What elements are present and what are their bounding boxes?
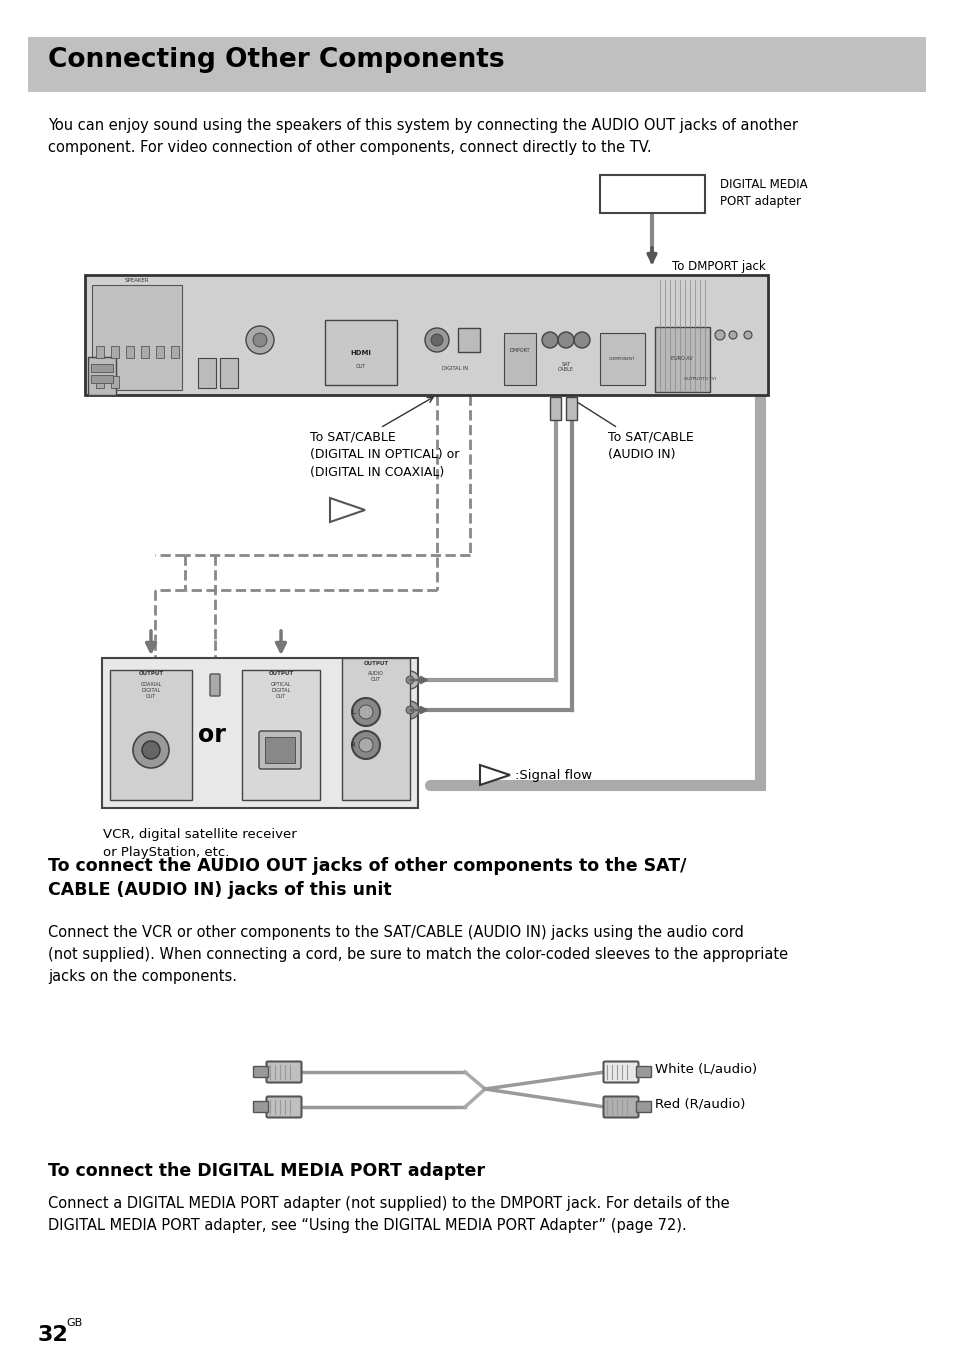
FancyBboxPatch shape <box>156 346 164 358</box>
Text: Connecting Other Components: Connecting Other Components <box>48 47 504 73</box>
FancyBboxPatch shape <box>253 1102 268 1113</box>
Polygon shape <box>330 498 365 522</box>
Circle shape <box>431 334 442 346</box>
FancyBboxPatch shape <box>210 675 220 696</box>
FancyBboxPatch shape <box>603 1096 638 1118</box>
Text: SPEAKER: SPEAKER <box>125 279 149 283</box>
FancyBboxPatch shape <box>102 658 417 808</box>
Text: DIGITAL MEDIA
PORT adapter: DIGITAL MEDIA PORT adapter <box>720 178 807 208</box>
FancyBboxPatch shape <box>220 358 237 388</box>
Text: DMPORT: DMPORT <box>509 347 530 353</box>
Text: COMPONENT: COMPONENT <box>608 357 635 361</box>
Text: OPTICAL
DIGITAL
OUT: OPTICAL DIGITAL OUT <box>271 681 291 699</box>
Text: To connect the DIGITAL MEDIA PORT adapter: To connect the DIGITAL MEDIA PORT adapte… <box>48 1161 484 1180</box>
FancyBboxPatch shape <box>503 333 536 385</box>
Text: GB: GB <box>66 1318 82 1328</box>
FancyBboxPatch shape <box>341 658 410 800</box>
FancyBboxPatch shape <box>28 37 925 92</box>
Circle shape <box>352 731 379 758</box>
FancyBboxPatch shape <box>91 364 112 372</box>
Circle shape <box>541 333 558 347</box>
Circle shape <box>574 333 589 347</box>
Text: Red (R/audio): Red (R/audio) <box>655 1098 744 1110</box>
Circle shape <box>558 333 574 347</box>
Text: To DMPORT jack: To DMPORT jack <box>671 260 765 273</box>
FancyBboxPatch shape <box>96 376 104 388</box>
FancyBboxPatch shape <box>636 1067 651 1078</box>
Text: :Signal flow: :Signal flow <box>515 768 592 781</box>
Text: 32: 32 <box>38 1325 69 1345</box>
Circle shape <box>358 704 373 719</box>
Circle shape <box>714 330 724 339</box>
Text: DIGITAL IN: DIGITAL IN <box>441 366 468 370</box>
FancyBboxPatch shape <box>141 346 149 358</box>
Text: To SAT/CABLE
(AUDIO IN): To SAT/CABLE (AUDIO IN) <box>607 430 693 461</box>
Text: Connect the VCR or other components to the SAT/CABLE (AUDIO IN) jacks using the : Connect the VCR or other components to t… <box>48 925 787 984</box>
Circle shape <box>743 331 751 339</box>
Text: OUTPUT: OUTPUT <box>138 671 163 676</box>
Circle shape <box>400 671 418 690</box>
Text: White (L/audio): White (L/audio) <box>655 1063 757 1075</box>
Circle shape <box>358 738 373 752</box>
Circle shape <box>424 329 449 352</box>
FancyBboxPatch shape <box>566 397 577 420</box>
FancyBboxPatch shape <box>599 174 704 214</box>
Circle shape <box>352 698 379 726</box>
Text: EURO AV: EURO AV <box>670 356 692 361</box>
Text: VCR, digital satellite receiver
or PlayStation, etc.: VCR, digital satellite receiver or PlayS… <box>103 827 296 859</box>
Text: HDMI: HDMI <box>350 350 371 356</box>
Circle shape <box>253 333 267 347</box>
FancyBboxPatch shape <box>96 346 104 358</box>
Circle shape <box>246 326 274 354</box>
Circle shape <box>406 676 414 684</box>
Text: L: L <box>351 708 355 715</box>
FancyBboxPatch shape <box>266 1061 301 1083</box>
Text: R: R <box>351 742 355 748</box>
Text: OUTPUT: OUTPUT <box>268 671 294 676</box>
FancyBboxPatch shape <box>253 1067 268 1078</box>
Polygon shape <box>479 765 510 786</box>
Text: COAXIAL
DIGITAL
OUT: COAXIAL DIGITAL OUT <box>140 681 161 699</box>
FancyBboxPatch shape <box>266 1096 301 1118</box>
FancyBboxPatch shape <box>265 737 294 763</box>
FancyBboxPatch shape <box>111 346 119 358</box>
FancyBboxPatch shape <box>198 358 215 388</box>
Text: OUTPUT: OUTPUT <box>363 661 388 667</box>
FancyBboxPatch shape <box>126 346 133 358</box>
Text: AUDIO
OUT: AUDIO OUT <box>368 671 383 681</box>
Circle shape <box>728 331 737 339</box>
FancyBboxPatch shape <box>91 375 112 383</box>
Circle shape <box>400 700 418 719</box>
FancyBboxPatch shape <box>599 333 644 385</box>
FancyBboxPatch shape <box>636 1102 651 1113</box>
FancyBboxPatch shape <box>150 675 160 696</box>
FancyBboxPatch shape <box>325 320 396 385</box>
FancyBboxPatch shape <box>110 671 192 800</box>
FancyBboxPatch shape <box>603 1061 638 1083</box>
Text: To connect the AUDIO OUT jacks of other components to the SAT/
CABLE (AUDIO IN) : To connect the AUDIO OUT jacks of other … <box>48 857 686 899</box>
Text: OUT: OUT <box>355 364 366 369</box>
FancyBboxPatch shape <box>550 397 561 420</box>
Circle shape <box>406 706 414 714</box>
FancyBboxPatch shape <box>242 671 319 800</box>
FancyBboxPatch shape <box>91 285 182 389</box>
FancyBboxPatch shape <box>111 376 119 388</box>
Text: Connect a DIGITAL MEDIA PORT adapter (not supplied) to the DMPORT jack. For deta: Connect a DIGITAL MEDIA PORT adapter (no… <box>48 1197 729 1233</box>
FancyBboxPatch shape <box>457 329 479 352</box>
Circle shape <box>142 741 160 758</box>
Circle shape <box>132 731 169 768</box>
Text: You can enjoy sound using the speakers of this system by connecting the AUDIO OU: You can enjoy sound using the speakers o… <box>48 118 797 154</box>
FancyBboxPatch shape <box>655 327 709 392</box>
Text: or: or <box>198 723 226 748</box>
FancyBboxPatch shape <box>171 346 179 358</box>
FancyBboxPatch shape <box>258 731 301 769</box>
Text: OUTPUT(TO TV): OUTPUT(TO TV) <box>683 377 716 381</box>
Text: To SAT/CABLE
(DIGITAL IN OPTICAL) or
(DIGITAL IN COAXIAL): To SAT/CABLE (DIGITAL IN OPTICAL) or (DI… <box>310 430 459 479</box>
FancyBboxPatch shape <box>85 274 767 395</box>
FancyBboxPatch shape <box>88 357 116 395</box>
Text: SAT
CABLE: SAT CABLE <box>558 361 574 372</box>
